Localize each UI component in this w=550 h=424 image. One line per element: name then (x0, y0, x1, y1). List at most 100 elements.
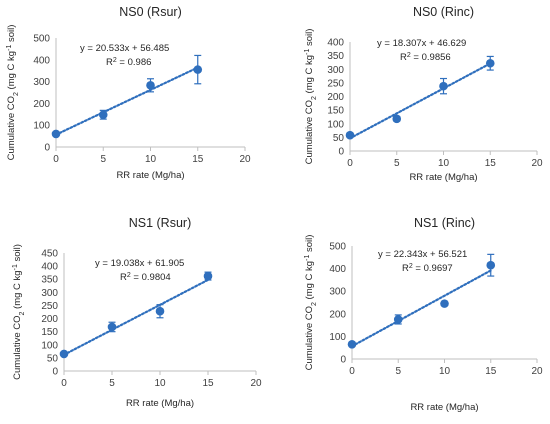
y-axis-label-main: Cumulative CO (304, 100, 315, 164)
x-tick-label: 0 (349, 366, 355, 377)
r-squared-value: = 0.9804 (131, 272, 171, 283)
r-squared-exponent: 2 (409, 263, 413, 270)
y-tick-label: 350 (327, 51, 344, 62)
y-tick-label: 150 (327, 106, 344, 117)
y-tick-label: 250 (327, 78, 344, 89)
trend-line (54, 66, 199, 136)
r-squared-label: R2 = 0.9697 (402, 263, 453, 275)
data-point (98, 110, 108, 120)
y-tick-label: 200 (327, 92, 344, 103)
y-tick-label: 200 (33, 99, 50, 110)
x-axis-label: RR rate (Mg/ha) (126, 398, 194, 409)
y-tick-label: 500 (33, 34, 50, 45)
y-tick-label: 100 (327, 119, 344, 130)
x-tick-label: 10 (439, 366, 451, 377)
y-axis-label-sub: 2 (311, 96, 318, 100)
y-axis-label-rest: (mg C kg (304, 261, 315, 302)
y-axis-label-main: Cumulative CO (304, 306, 315, 370)
y-tick-label: 350 (41, 275, 58, 286)
chart-title: NS0 (Rsur) (119, 5, 182, 19)
y-tick-label: 0 (338, 147, 344, 158)
y-tick-label: 50 (47, 353, 59, 364)
y-tick-label: 300 (329, 287, 346, 298)
x-tick-label: 0 (53, 154, 59, 165)
y-tick-label: 0 (52, 367, 58, 378)
x-tick-label: 15 (202, 378, 214, 389)
r-squared-exponent: 2 (407, 52, 411, 59)
chart-title: NS1 (Rsur) (129, 216, 192, 230)
y-tick-label: 100 (33, 121, 50, 132)
y-tick-label: 0 (340, 355, 346, 366)
y-axis-label-main: Cumulative CO (12, 315, 23, 379)
y-tick-label: 50 (333, 133, 345, 144)
r-squared-symbol: R (120, 272, 127, 283)
y-tick-label: 100 (41, 340, 58, 351)
x-tick-label: 10 (154, 378, 166, 389)
y-tick-label: 250 (41, 301, 58, 312)
x-tick-label: 0 (347, 158, 353, 169)
y-axis-label-rest: (mg C kg (6, 51, 17, 92)
data-point (146, 81, 155, 90)
y-tick-label: 500 (329, 242, 346, 253)
x-tick-label: 15 (192, 154, 204, 165)
data-point (486, 260, 496, 270)
r-squared-exponent: 2 (127, 272, 131, 279)
data-point (51, 129, 61, 139)
x-tick-label: 15 (485, 366, 497, 377)
chart-panel-1: NS0 (Rsur) 0 100 200 300 400 500 0 5 10 15 20 RR rat… (6, 5, 251, 181)
r-squared-symbol: R (402, 263, 409, 274)
y-axis-label-end: soil) (12, 244, 23, 264)
data-point (485, 58, 495, 68)
trend-line (62, 278, 210, 356)
y-axis-label: Cumulative CO2 (mg C kg-1 soil) (304, 29, 318, 165)
y-axis-label-end: soil) (304, 235, 315, 255)
trendline-equation: y = 18.307x + 46.629 (377, 38, 466, 49)
trendline-equation: y = 20.533x + 56.485 (80, 43, 169, 54)
y-axis-label: Cumulative CO2 (mg C kg-1 soil) (12, 244, 26, 380)
r-squared-symbol: R (106, 57, 113, 68)
data-point (155, 306, 165, 316)
y-axis-label-rest: (mg C kg (12, 270, 23, 311)
y-tick-label: 300 (41, 288, 58, 299)
x-tick-label: 5 (109, 378, 115, 389)
data-point (203, 271, 213, 281)
data-point (193, 65, 203, 74)
x-tick-label: 10 (438, 158, 450, 169)
y-axis-label-end: soil) (304, 29, 315, 49)
x-tick-label: 5 (395, 366, 401, 377)
chart-panel-2: NS0 (Rinc) 0 50 100 150 200 250 300 350 400 0 5 10 15… (304, 5, 543, 183)
y-tick-label: 200 (329, 309, 346, 320)
y-tick-label: 400 (329, 264, 346, 275)
r-squared-value: = 0.9697 (413, 263, 453, 274)
y-tick-label: 200 (41, 314, 58, 325)
y-tick-label: 400 (33, 55, 50, 66)
y-tick-label: 450 (41, 249, 58, 260)
trendline-equation: y = 22.343x + 56.521 (378, 249, 467, 260)
y-axis-label-main: Cumulative CO (6, 96, 17, 160)
data-point (393, 315, 403, 324)
chart-title: NS0 (Rinc) (413, 5, 474, 19)
data-point (345, 130, 355, 140)
r-squared-value: = 0.9856 (411, 52, 451, 63)
y-tick-label: 0 (44, 143, 50, 154)
data-point (107, 322, 117, 332)
y-tick-label: 100 (329, 332, 346, 343)
data-point (392, 114, 402, 124)
y-axis-label-sub: 2 (13, 92, 20, 96)
r-squared-symbol: R (400, 52, 407, 63)
data-point (440, 299, 449, 308)
y-axis-label: Cumulative CO2 (mg C kg-1 soil) (6, 25, 20, 161)
r-squared-label: R2 = 0.986 (106, 57, 151, 69)
data-point (347, 340, 357, 349)
y-tick-label: 400 (41, 262, 58, 273)
y-axis-label-sup: -1 (304, 255, 311, 261)
y-tick-label: 150 (41, 327, 58, 338)
x-tick-label: 5 (100, 154, 106, 165)
trend-line (350, 269, 492, 348)
x-tick-label: 0 (61, 378, 67, 389)
y-tick-label: 300 (33, 77, 50, 88)
r-squared-label: R2 = 0.9856 (400, 52, 451, 64)
y-tick-label: 300 (327, 65, 344, 76)
y-axis-label-end: soil) (6, 25, 17, 45)
